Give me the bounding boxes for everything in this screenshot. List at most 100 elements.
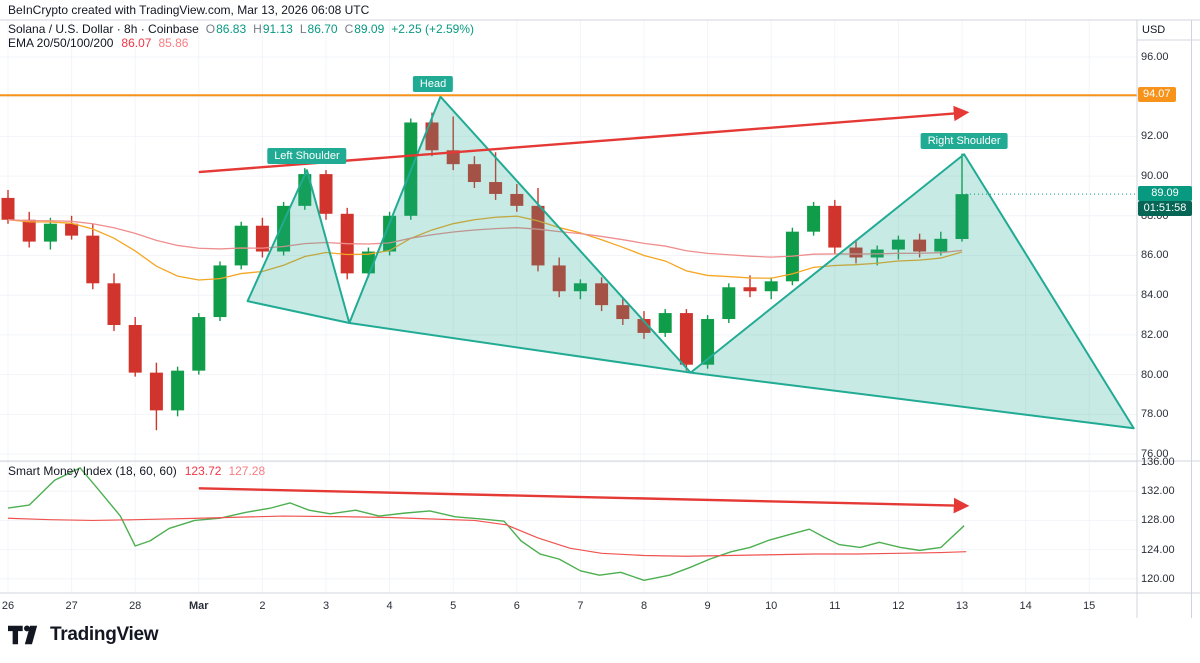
smi-legend: Smart Money Index (18, 60, 60) 123.72 127.… xyxy=(8,464,265,478)
time-tick-label: 14 xyxy=(1019,600,1032,612)
hline-price-label[interactable]: 94.07 xyxy=(1138,87,1176,103)
smi-tick-label: 136.00 xyxy=(1141,456,1175,468)
candle-body xyxy=(319,174,333,214)
head-shoulders-pattern[interactable] xyxy=(689,153,1135,430)
time-tick-label: 8 xyxy=(640,600,648,612)
ema-line xyxy=(7,215,963,281)
candle-body xyxy=(913,239,927,252)
head-shoulders-pattern[interactable] xyxy=(246,169,351,325)
time-tick-label: 13 xyxy=(955,600,969,612)
tradingview-wordmark: TradingView xyxy=(50,624,159,645)
candle-body xyxy=(277,205,291,252)
ohlc-low-value: 86.70 xyxy=(307,22,338,36)
candle-body xyxy=(128,324,142,373)
price-tick-label: 84.00 xyxy=(1141,289,1169,302)
candle-body xyxy=(149,372,163,411)
ohlc-open-value: 86.83 xyxy=(216,22,247,36)
smi-line-smi xyxy=(7,467,965,582)
tradingview-logo-icon xyxy=(8,625,38,645)
candle-body xyxy=(955,194,969,240)
time-tick-label: 6 xyxy=(513,600,520,612)
time-tick-label: 9 xyxy=(704,600,711,612)
smi-value-1: 123.72 xyxy=(184,464,222,478)
smi-tick-label: 132.00 xyxy=(1141,485,1175,498)
candle-body xyxy=(616,305,630,320)
symbol-legend: Solana / U.S. Dollar · 8h · Coinbase O86.… xyxy=(8,22,474,36)
price-tick-label: 96.00 xyxy=(1141,50,1169,63)
price-tick-label: 78.00 xyxy=(1141,408,1169,421)
price-tick-label: 86.00 xyxy=(1141,249,1169,262)
candle-body xyxy=(743,287,757,292)
time-tick-label: 5 xyxy=(450,600,457,612)
candle-body xyxy=(637,319,651,333)
candles xyxy=(1,112,969,431)
symbol-title: Solana / U.S. Dollar · 8h · Coinbase xyxy=(8,22,199,36)
candle-body xyxy=(849,247,863,258)
countdown-label: 01:51:58 xyxy=(1138,201,1192,217)
ema-value-2: 85.86 xyxy=(158,36,189,50)
change-value: +2.25 (+2.59%) xyxy=(391,22,474,36)
ohlc-close-label: C xyxy=(344,22,354,36)
time-tick-label: 15 xyxy=(1083,600,1096,612)
ema-label: EMA 20/50/100/200 xyxy=(8,36,114,50)
price-tick-label: 90.00 xyxy=(1141,170,1169,183)
candle-body xyxy=(255,225,269,252)
candle-body xyxy=(489,182,503,194)
ohlc-open-label: O xyxy=(205,22,216,36)
ema-value-1: 86.07 xyxy=(121,36,152,50)
time-tick-label: 12 xyxy=(892,600,905,612)
time-tick-label: 27 xyxy=(65,600,78,612)
left-shoulder-badge[interactable]: Left Shoulder xyxy=(267,148,347,165)
candle-body xyxy=(828,205,842,248)
right-shoulder-badge[interactable]: Right Shoulder xyxy=(920,133,1008,150)
ema-line xyxy=(7,219,963,258)
time-tick-label: 26 xyxy=(1,600,15,612)
ohlc-high-value: 91.13 xyxy=(262,22,293,36)
candle-body xyxy=(107,283,121,325)
last-price-label[interactable]: 89.09 xyxy=(1138,186,1192,202)
price-tick-label: 82.00 xyxy=(1141,328,1169,341)
candle-body xyxy=(722,287,736,320)
candle-body xyxy=(807,205,821,232)
attribution-text: BeInCrypto created with TradingView.com,… xyxy=(8,3,370,17)
time-tick-label: 3 xyxy=(322,600,330,612)
smi-label: Smart Money Index (18, 60, 60) xyxy=(8,464,177,478)
candle-body xyxy=(171,370,185,411)
price-tick-label: 92.00 xyxy=(1141,130,1169,143)
head-shoulders-pattern[interactable] xyxy=(348,95,692,374)
candle-body xyxy=(510,193,524,206)
candle-body xyxy=(595,283,609,306)
candle-body xyxy=(679,313,693,365)
time-tick-label: 2 xyxy=(259,600,266,612)
ohlc-high-label: H xyxy=(253,22,262,36)
candle-body xyxy=(65,223,79,236)
smi-tick-label: 120.00 xyxy=(1141,572,1175,585)
candle-body xyxy=(573,283,587,292)
candle-body xyxy=(467,164,481,183)
price-tick-label: 76.00 xyxy=(1141,448,1169,461)
candle-body xyxy=(213,265,227,318)
time-tick-label: 7 xyxy=(577,600,584,612)
candle-body xyxy=(658,313,672,333)
candle-body xyxy=(86,235,100,284)
time-tick-label: 4 xyxy=(386,600,393,612)
time-tick-label: 11 xyxy=(829,600,841,612)
candle-body xyxy=(552,265,566,292)
tradingview-footer[interactable]: TradingView xyxy=(8,624,159,646)
trend-arrow-smi[interactable] xyxy=(198,487,970,514)
candle-body xyxy=(425,122,439,151)
candle-body xyxy=(22,219,36,242)
candle-body xyxy=(891,239,905,250)
ohlc-close-value: 89.09 xyxy=(354,22,385,36)
head-badge[interactable]: Head xyxy=(412,75,454,92)
time-tick-label: Mar xyxy=(189,600,209,612)
candle-body xyxy=(934,238,948,252)
candle-body xyxy=(764,281,778,292)
candle-body xyxy=(192,317,206,371)
ema-legend: EMA 20/50/100/200 86.07 85.86 xyxy=(8,36,188,50)
smi-tick-label: 128.00 xyxy=(1141,514,1175,527)
candle-body xyxy=(701,319,715,365)
smi-tick-label: 124.00 xyxy=(1141,543,1175,556)
